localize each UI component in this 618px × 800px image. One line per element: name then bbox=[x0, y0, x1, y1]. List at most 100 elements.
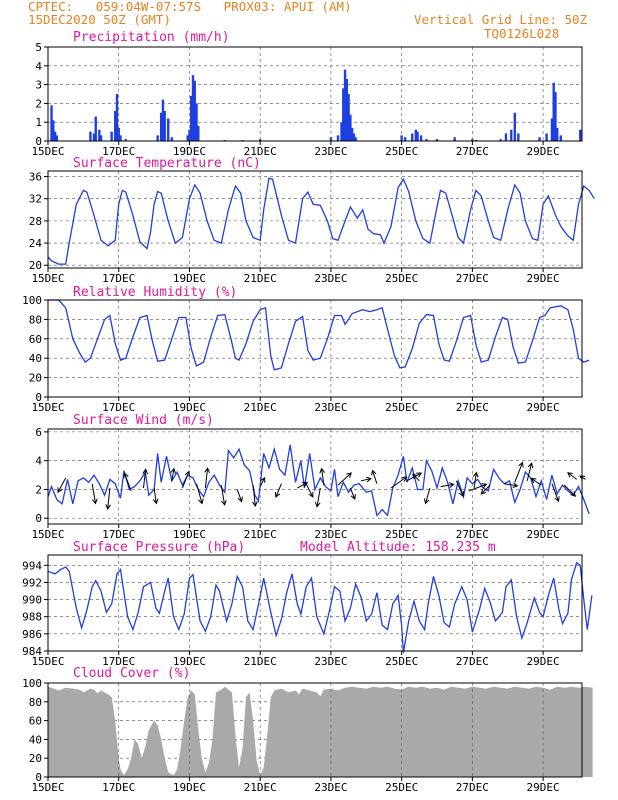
x-tick-label: 21DEC bbox=[244, 401, 277, 414]
wind-arrow-head bbox=[570, 491, 577, 497]
series-line bbox=[47, 561, 593, 653]
panel-annotation: Model Altitude: 158.235 m bbox=[300, 540, 496, 555]
wind-arrow-head bbox=[371, 469, 377, 476]
precip-bar bbox=[504, 133, 508, 141]
wind-arrow-head bbox=[401, 476, 408, 482]
precip-bar bbox=[538, 137, 541, 141]
wind-arrow-head bbox=[527, 462, 534, 469]
y-tick-label: 24 bbox=[29, 237, 43, 250]
x-tick-label: 25DEC bbox=[385, 272, 418, 285]
y-tick-label: 990 bbox=[22, 594, 42, 607]
y-tick-label: 36 bbox=[29, 171, 42, 184]
x-tick-label: 19DEC bbox=[173, 401, 206, 414]
precip-bar bbox=[435, 139, 439, 141]
precip-bar bbox=[119, 135, 122, 141]
wind-arrow-head bbox=[448, 482, 455, 488]
precip-bar bbox=[552, 82, 555, 141]
y-tick-label: 100 bbox=[22, 677, 42, 690]
y-tick-label: 80 bbox=[29, 313, 42, 326]
y-tick-label: 32 bbox=[29, 193, 42, 206]
wind-arrow-head bbox=[221, 500, 227, 506]
panel-frame bbox=[47, 682, 583, 778]
precip-bar bbox=[499, 139, 502, 141]
precip-bar bbox=[161, 99, 165, 141]
panel-title: Cloud Cover (%) bbox=[73, 666, 190, 681]
y-tick-label: 20 bbox=[29, 372, 42, 385]
wind-arrow bbox=[153, 487, 157, 504]
precip-bar bbox=[195, 103, 198, 141]
x-tick-label: 29DEC bbox=[527, 272, 560, 285]
wind-arrow-head bbox=[92, 498, 98, 505]
wind-arrow-head bbox=[198, 498, 204, 505]
x-tick-label: 21DEC bbox=[244, 145, 277, 158]
wind-arrow-head bbox=[237, 496, 243, 503]
precip-bar bbox=[510, 129, 513, 141]
y-tick-label: 2 bbox=[35, 483, 42, 496]
wind-arrow bbox=[567, 472, 577, 480]
precip-bar bbox=[156, 135, 159, 141]
wind-arrow bbox=[236, 489, 243, 502]
wind-arrow bbox=[275, 483, 282, 498]
x-tick-label: 15DEC bbox=[31, 528, 64, 541]
x-tick-label: 29DEC bbox=[527, 145, 560, 158]
x-tick-label: 25DEC bbox=[385, 528, 418, 541]
wind-arrow-head bbox=[481, 483, 488, 489]
wind-arrow-head bbox=[260, 476, 266, 483]
x-tick-label: 17DEC bbox=[102, 655, 135, 668]
precip-bar bbox=[345, 78, 349, 141]
precip-bar bbox=[92, 133, 96, 141]
wind-arrow bbox=[337, 472, 352, 486]
wind-arrow bbox=[171, 468, 175, 481]
x-tick-label: 27DEC bbox=[456, 145, 489, 158]
wind-arrow bbox=[468, 483, 487, 492]
precip-bar bbox=[554, 92, 557, 141]
precip-bar bbox=[50, 105, 53, 141]
wind-arrow bbox=[531, 478, 542, 486]
wind-arrow-head bbox=[105, 504, 111, 510]
precip-bar bbox=[190, 95, 193, 141]
wind-arrow bbox=[425, 487, 431, 504]
wind-arrow bbox=[124, 473, 132, 492]
wind-arrow-head bbox=[308, 491, 314, 498]
wind-arrow bbox=[455, 480, 464, 497]
precip-bar bbox=[115, 94, 119, 141]
wind-arrow-head bbox=[423, 498, 430, 505]
precip-bar bbox=[94, 116, 97, 141]
x-tick-label: 27DEC bbox=[456, 272, 489, 285]
x-tick-label: 25DEC bbox=[385, 401, 418, 414]
x-tick-label: 15DEC bbox=[31, 272, 64, 285]
y-tick-label: 992 bbox=[22, 576, 42, 589]
wind-arrow-head bbox=[184, 470, 191, 477]
y-tick-label: 986 bbox=[22, 628, 42, 641]
wind-arrow-head bbox=[152, 498, 159, 505]
wind-arrow bbox=[473, 472, 477, 489]
precip-bar bbox=[425, 139, 428, 141]
x-tick-label: 27DEC bbox=[456, 781, 489, 794]
wind-arrow bbox=[181, 471, 190, 489]
header-grid-note: Vertical Grid Line: 50Z bbox=[414, 12, 588, 27]
wind-arrow bbox=[412, 473, 420, 482]
wind-arrow bbox=[440, 483, 454, 488]
x-tick-label: 27DEC bbox=[456, 528, 489, 541]
precip-bar bbox=[170, 137, 173, 141]
y-tick-label: 20 bbox=[29, 259, 42, 272]
x-tick-label: 29DEC bbox=[527, 401, 560, 414]
precip-bar bbox=[117, 127, 120, 141]
panel-title: Surface Wind (m/s) bbox=[73, 413, 214, 428]
precip-bar bbox=[98, 129, 101, 141]
x-tick-label: 25DEC bbox=[385, 781, 418, 794]
wind-arrow-head bbox=[518, 461, 524, 468]
precip-bar bbox=[343, 69, 347, 141]
y-tick-label: 40 bbox=[29, 352, 42, 365]
precip-bar bbox=[403, 137, 407, 141]
precip-bar bbox=[342, 88, 345, 141]
wind-arrow-head bbox=[512, 482, 519, 488]
precip-bar bbox=[193, 80, 196, 141]
y-tick-label: 2 bbox=[35, 97, 42, 110]
series-line bbox=[47, 177, 595, 265]
x-tick-label: 17DEC bbox=[102, 272, 135, 285]
precip-bar bbox=[336, 135, 340, 141]
precip-bar bbox=[419, 135, 423, 141]
precip-bar bbox=[550, 118, 554, 141]
precip-bar bbox=[352, 133, 356, 141]
